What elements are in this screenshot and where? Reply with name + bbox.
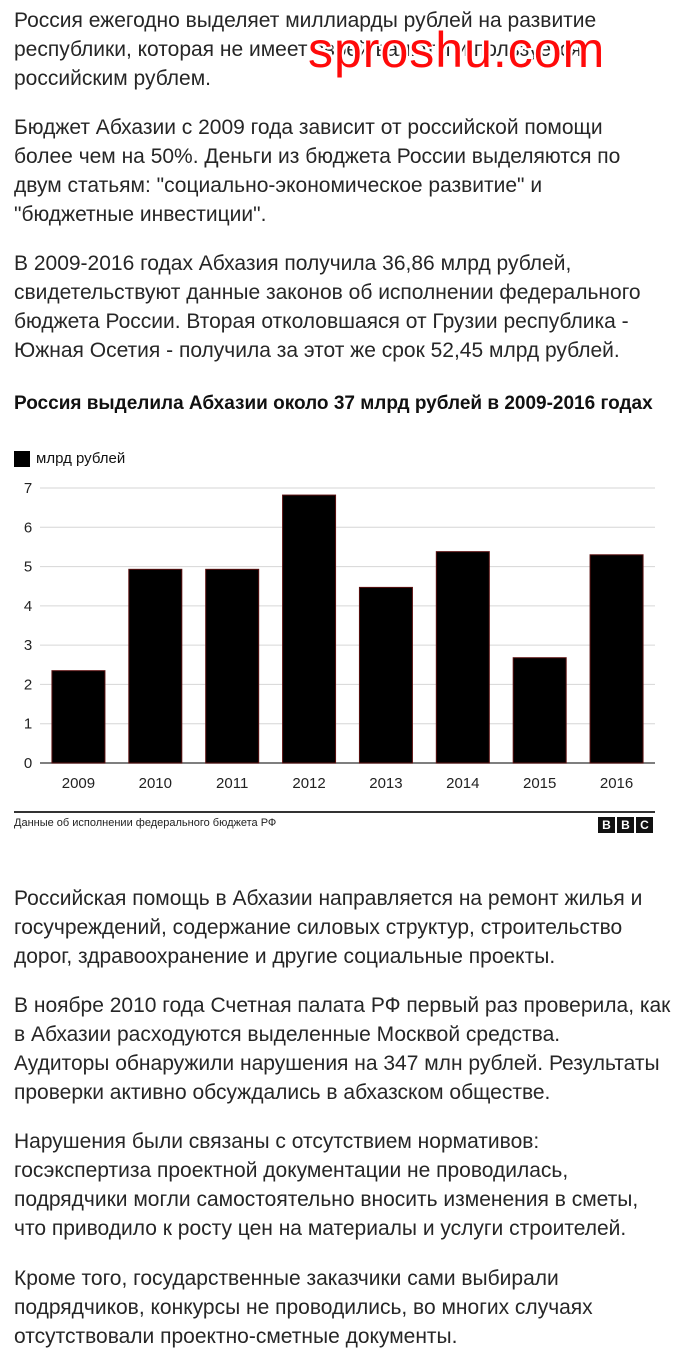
y-tick-label: 0 [24,755,32,772]
bbc-logo: B B C [598,817,653,833]
chart-source: Данные об исполнении федерального бюджет… [14,817,277,829]
bar [358,586,413,764]
bar [205,568,260,764]
y-tick-label: 1 [24,716,32,733]
x-tick-label: 2015 [523,775,556,792]
bar [589,554,644,764]
bar [435,551,490,764]
x-tick-label: 2013 [369,775,402,792]
bbc-logo-letter: C [636,817,653,833]
x-tick-label: 2011 [216,775,248,792]
article-paragraph-4: Российская помощь в Абхазии направляется… [14,887,643,968]
chart-legend: млрд рублей [14,450,125,467]
bar [512,657,567,764]
article-paragraph-3: В 2009-2016 годах Абхазия получила 36,86… [14,252,641,362]
x-tick-label: 2012 [292,775,325,792]
x-tick-label: 2010 [139,775,172,792]
y-tick-label: 3 [24,637,32,654]
article-paragraph-7: Кроме того, государственные заказчики са… [14,1267,593,1348]
article-paragraph-1: Россия ежегодно выделяет миллиарды рубле… [14,9,597,90]
legend-label: млрд рублей [36,450,126,467]
y-tick-label: 6 [24,519,32,536]
y-tick-label: 2 [24,676,32,693]
x-tick-label: 2014 [446,775,479,792]
article-paragraph-5: В ноябре 2010 года Счетная палата РФ пер… [14,994,671,1104]
chart-title: Россия выделила Абхазии около 37 млрд ру… [14,393,653,414]
watermark-text: sproshu.com [308,22,606,78]
legend-swatch [14,450,30,467]
article-paragraph-6: Нарушения были связаны с отсутствием нор… [14,1130,639,1240]
bbc-logo-letter: B [617,817,634,833]
source-divider [14,811,655,813]
article-paragraph-2: Бюджет Абхазии с 2009 года зависит от ро… [14,116,621,226]
bar-chart: 0 1 2 3 4 5 6 7 2009 2010 2011 2012 2013 2014 2015 2016 [24,480,655,792]
y-tick-label: 4 [24,598,32,615]
y-tick-label: 5 [24,559,32,576]
bar [282,494,337,764]
y-tick-label: 7 [24,480,32,497]
x-tick-label: 2016 [600,775,633,792]
bar [51,670,106,764]
bbc-logo-letter: B [598,817,615,833]
bar [128,568,183,764]
x-tick-label: 2009 [62,775,95,792]
